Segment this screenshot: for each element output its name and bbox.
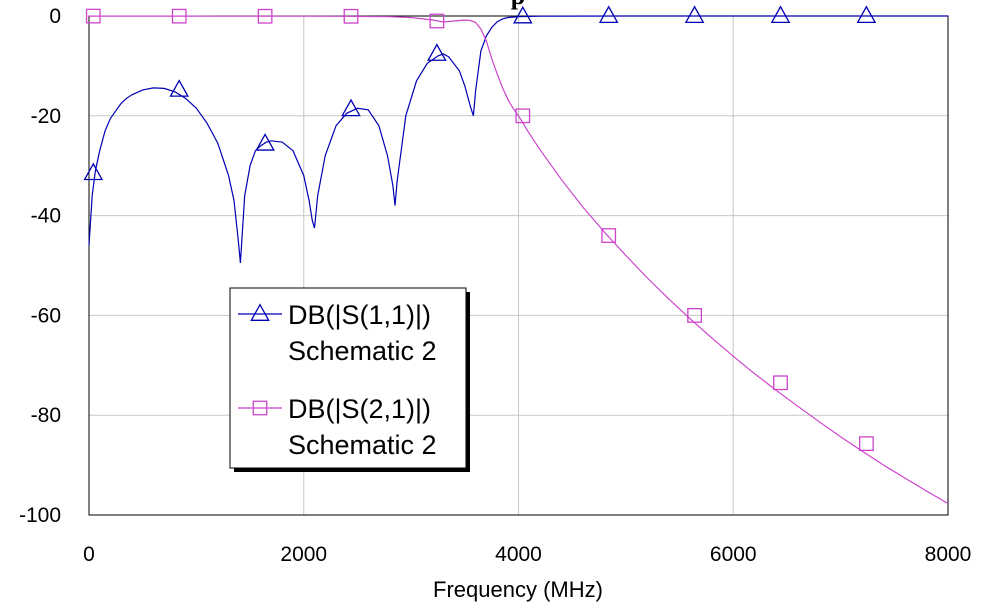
square-marker [343,8,359,24]
square-marker [85,8,101,24]
x-tick-label: 6000 [710,543,757,566]
chart-title: p [511,0,525,10]
square-marker [601,228,617,243]
x-tick-label: 2000 [280,543,327,566]
y-tick-label: -20 [31,105,61,128]
legend: DB(|S(1,1)|) Schematic 2 DB(|S(2,1)|) Schem… [229,287,470,472]
triangle-marker [83,162,104,181]
series-line-2 [89,15,949,505]
square-marker [858,436,874,452]
legend-series-name: DB(|S(1,1)|) [288,300,431,330]
legend-series-name: DB(|S(2,1)|) [288,394,431,424]
triangle-marker [512,5,533,24]
y-tick-label: -80 [31,404,61,427]
triangle-marker [770,5,791,23]
x-tick-labels: 0 2000 4000 6000 8000 [83,543,971,566]
y-tick-label: -100 [19,504,61,527]
square-marker [687,307,702,323]
x-tick-label: 4000 [495,543,542,566]
legend-series-sublabel: Schematic 2 [288,430,437,460]
x-tick-label: 0 [83,543,95,566]
legend-series-sublabel: Schematic 2 [288,336,437,366]
square-marker [429,13,445,29]
x-axis-title: Frequency (MHz) [433,577,603,602]
square-marker [515,108,531,124]
y-tick-label: -40 [31,205,61,228]
triangle-marker [169,79,190,97]
triangle-marker [856,5,877,23]
legend-box [229,287,467,469]
square-marker [773,375,788,391]
triangle-marker [255,133,275,151]
square-marker [252,400,268,416]
triangle-marker [684,5,705,23]
series-line-1 [88,15,948,264]
x-tick-label: 8000 [925,543,972,566]
triangle-marker [250,303,270,321]
y-tick-label: 0 [49,5,61,28]
y-tick-labels: 0 -20 -40 -60 -80 -100 [19,5,61,527]
series-layer [88,15,949,505]
y-tick-label: -60 [31,304,61,327]
square-marker [257,8,273,24]
marker-layer [83,5,877,452]
square-marker [171,8,187,24]
triangle-marker [598,5,619,23]
triangle-marker [427,43,447,61]
triangle-marker [341,98,361,117]
grid [88,15,949,516]
